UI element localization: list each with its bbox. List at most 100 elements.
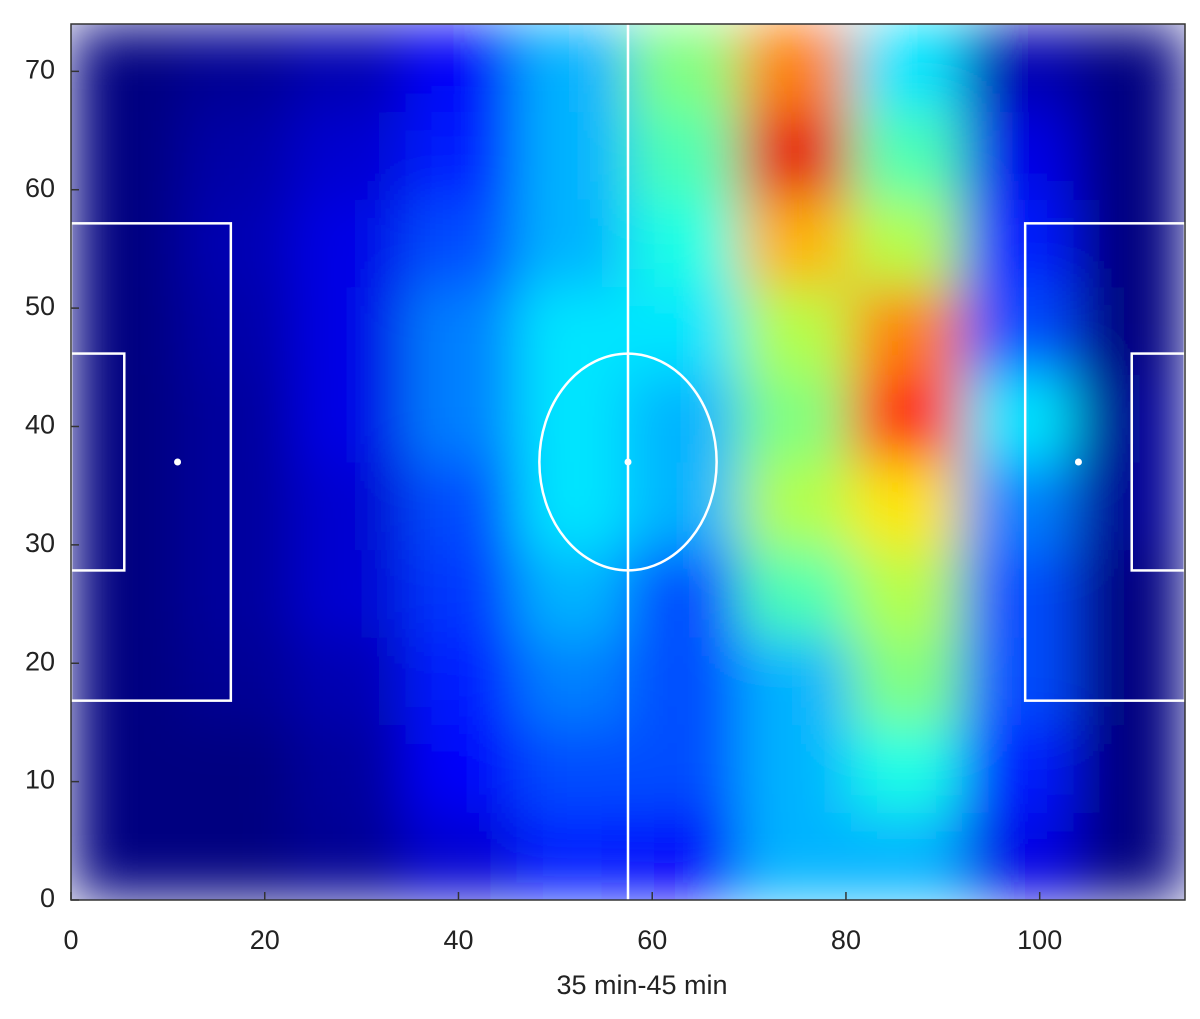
heat-cell	[516, 24, 629, 113]
heat-cell	[962, 812, 1075, 900]
heat-cell	[182, 812, 295, 900]
heat-cell	[71, 812, 183, 900]
heat-cell	[293, 374, 406, 463]
penalty-box	[71, 352, 126, 572]
heat-cell	[293, 549, 406, 638]
pitch-lines	[71, 24, 1185, 900]
heat-cell	[739, 549, 852, 638]
heat-cell	[850, 199, 963, 288]
heat-cell	[405, 637, 518, 726]
heat-cell	[405, 111, 518, 200]
heat-cell	[182, 462, 295, 551]
spot	[174, 458, 182, 466]
heat-cell	[628, 111, 740, 200]
heat-cell	[850, 111, 963, 200]
heat-cell	[628, 637, 740, 726]
heat-cell	[850, 812, 963, 900]
x-tick-label: 100	[1017, 925, 1062, 955]
penalty-box	[71, 222, 233, 702]
heat-cell	[182, 199, 295, 288]
heat-cell	[405, 462, 518, 551]
x-axis-label: 35 min-45 min	[556, 970, 727, 1000]
x-tick-label: 60	[637, 925, 667, 955]
heat-cell	[516, 111, 629, 200]
heat-cell	[293, 724, 406, 813]
heat-cell	[1073, 24, 1185, 113]
heat-cell	[182, 24, 295, 113]
x-tick-label: 20	[250, 925, 280, 955]
heat-cell	[293, 637, 406, 726]
heat-cell	[962, 286, 1075, 375]
heat-cell	[628, 549, 740, 638]
heat-cell	[293, 199, 406, 288]
heat-cell	[1073, 549, 1185, 638]
heat-cell	[628, 462, 740, 551]
heat-cell	[962, 111, 1075, 200]
heat-cell	[850, 24, 963, 113]
heat-cell	[962, 374, 1075, 463]
y-tick-label: 20	[25, 646, 55, 676]
heat-cell	[293, 286, 406, 375]
heat-cell	[1073, 286, 1185, 375]
y-tick-label: 10	[25, 765, 55, 795]
y-tick-label: 40	[25, 410, 55, 440]
y-tick-label: 60	[25, 173, 55, 203]
heat-cell	[628, 24, 740, 113]
y-tick-label: 70	[25, 54, 55, 84]
heat-cell	[962, 724, 1075, 813]
y-tick-label: 0	[40, 883, 55, 913]
heat-cell	[739, 724, 852, 813]
heat-cell	[850, 462, 963, 551]
heat-cell	[182, 111, 295, 200]
heat-cell	[516, 724, 629, 813]
heat-cell	[516, 286, 629, 375]
heat-cell	[739, 199, 852, 288]
heat-cell	[293, 24, 406, 113]
heat-cell	[850, 724, 963, 813]
heat-cell	[962, 24, 1075, 113]
heat-cell	[739, 374, 852, 463]
heat-cell	[293, 111, 406, 200]
y-tick-label: 50	[25, 291, 55, 321]
heat-cell	[628, 199, 740, 288]
heatmap	[71, 24, 1185, 900]
heat-cell	[1073, 199, 1185, 288]
heat-cell	[1073, 637, 1185, 726]
heat-cell	[516, 462, 629, 551]
heat-cell	[739, 24, 852, 113]
heat-cell	[628, 286, 740, 375]
heat-cell	[516, 812, 629, 900]
heat-cell	[739, 111, 852, 200]
heat-cell	[739, 286, 852, 375]
heat-cell	[850, 637, 963, 726]
heat-cell	[71, 724, 183, 813]
heat-cell	[516, 549, 629, 638]
heat-cell	[71, 549, 183, 638]
heat-cell	[1073, 812, 1185, 900]
heat-cell	[405, 724, 518, 813]
heat-cell	[516, 199, 629, 288]
heat-cell	[850, 549, 963, 638]
heat-cell	[182, 724, 295, 813]
heat-cell	[1073, 724, 1185, 813]
spot	[1074, 458, 1082, 466]
heat-cell	[1073, 462, 1185, 551]
heat-cell	[71, 637, 183, 726]
plot-area	[71, 24, 1185, 900]
x-tick-label: 0	[63, 925, 78, 955]
plot-frame	[70, 23, 1186, 901]
heat-cell	[182, 549, 295, 638]
heat-cell	[628, 724, 740, 813]
x-tick-label: 80	[831, 925, 861, 955]
heat-cell	[1073, 111, 1185, 200]
centre-circle	[538, 352, 718, 572]
heat-cell	[182, 637, 295, 726]
heat-cell	[962, 462, 1075, 551]
heat-cell	[71, 462, 183, 551]
heat-cell	[293, 812, 406, 900]
spot	[624, 458, 632, 466]
y-tick-label: 30	[25, 528, 55, 558]
heat-cell	[850, 374, 963, 463]
heat-cell	[71, 374, 183, 463]
